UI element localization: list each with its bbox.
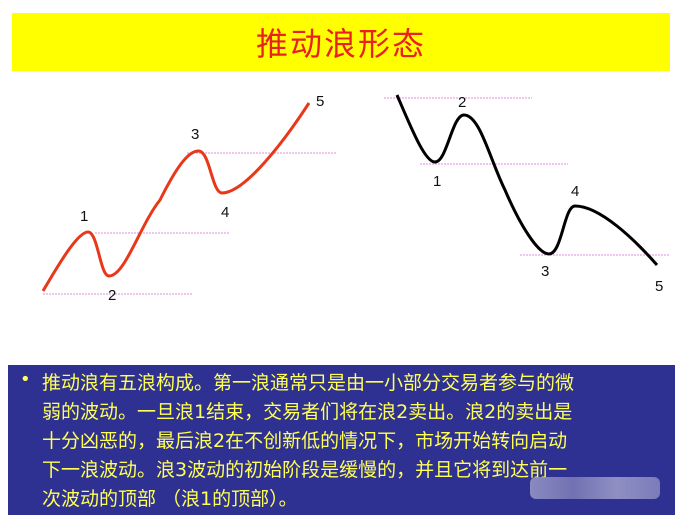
wave-label: 1	[433, 173, 441, 190]
text-line: 下一浪波动。浪3波动的初始阶段是缓慢的，并且它将到达前一	[42, 459, 568, 481]
description-box: • 推动浪有五浪构成。第一浪通常只是由一小部分交易者参与的微 弱的波动。一旦浪1…	[8, 365, 675, 515]
down-impulse-wave: 1 2 3 4 5	[384, 94, 670, 295]
wave-label: 2	[108, 287, 116, 304]
up-impulse-wave: 1 2 3 4 5	[41, 93, 337, 304]
wave-label: 3	[191, 126, 199, 143]
text-line: 十分凶恶的，最后浪2在不创新低的情况下，市场开始转向启动	[42, 430, 568, 452]
page-title: 推动浪形态	[255, 25, 426, 63]
wave-diagrams: 1 2 3 4 5 1 2 3 4 5	[41, 93, 670, 304]
wave-label: 1	[80, 208, 88, 225]
wave-label: 5	[655, 278, 663, 295]
bullet: •	[20, 369, 31, 390]
text-line: 推动浪有五浪构成。第一浪通常只是由一小部分交易者参与的微	[42, 372, 575, 394]
wave-label: 5	[316, 93, 324, 110]
up-wave-line	[41, 102, 311, 292]
wave-label: 4	[571, 183, 579, 200]
down-wave-line	[395, 94, 659, 266]
wave-label: 3	[541, 263, 549, 280]
text-line: 弱的波动。一旦浪1结束，交易者们将在浪2卖出。浪2的卖出是	[42, 401, 573, 423]
wave-label: 4	[221, 204, 229, 221]
title-banner: 推动浪形态	[12, 13, 670, 71]
wave-label: 2	[458, 94, 466, 111]
text-line: 次波动的顶部 （浪1的顶部）。	[42, 488, 298, 510]
blurred-watermark	[530, 477, 660, 499]
description-text: 推动浪有五浪构成。第一浪通常只是由一小部分交易者参与的微 弱的波动。一旦浪1结束…	[42, 369, 672, 514]
